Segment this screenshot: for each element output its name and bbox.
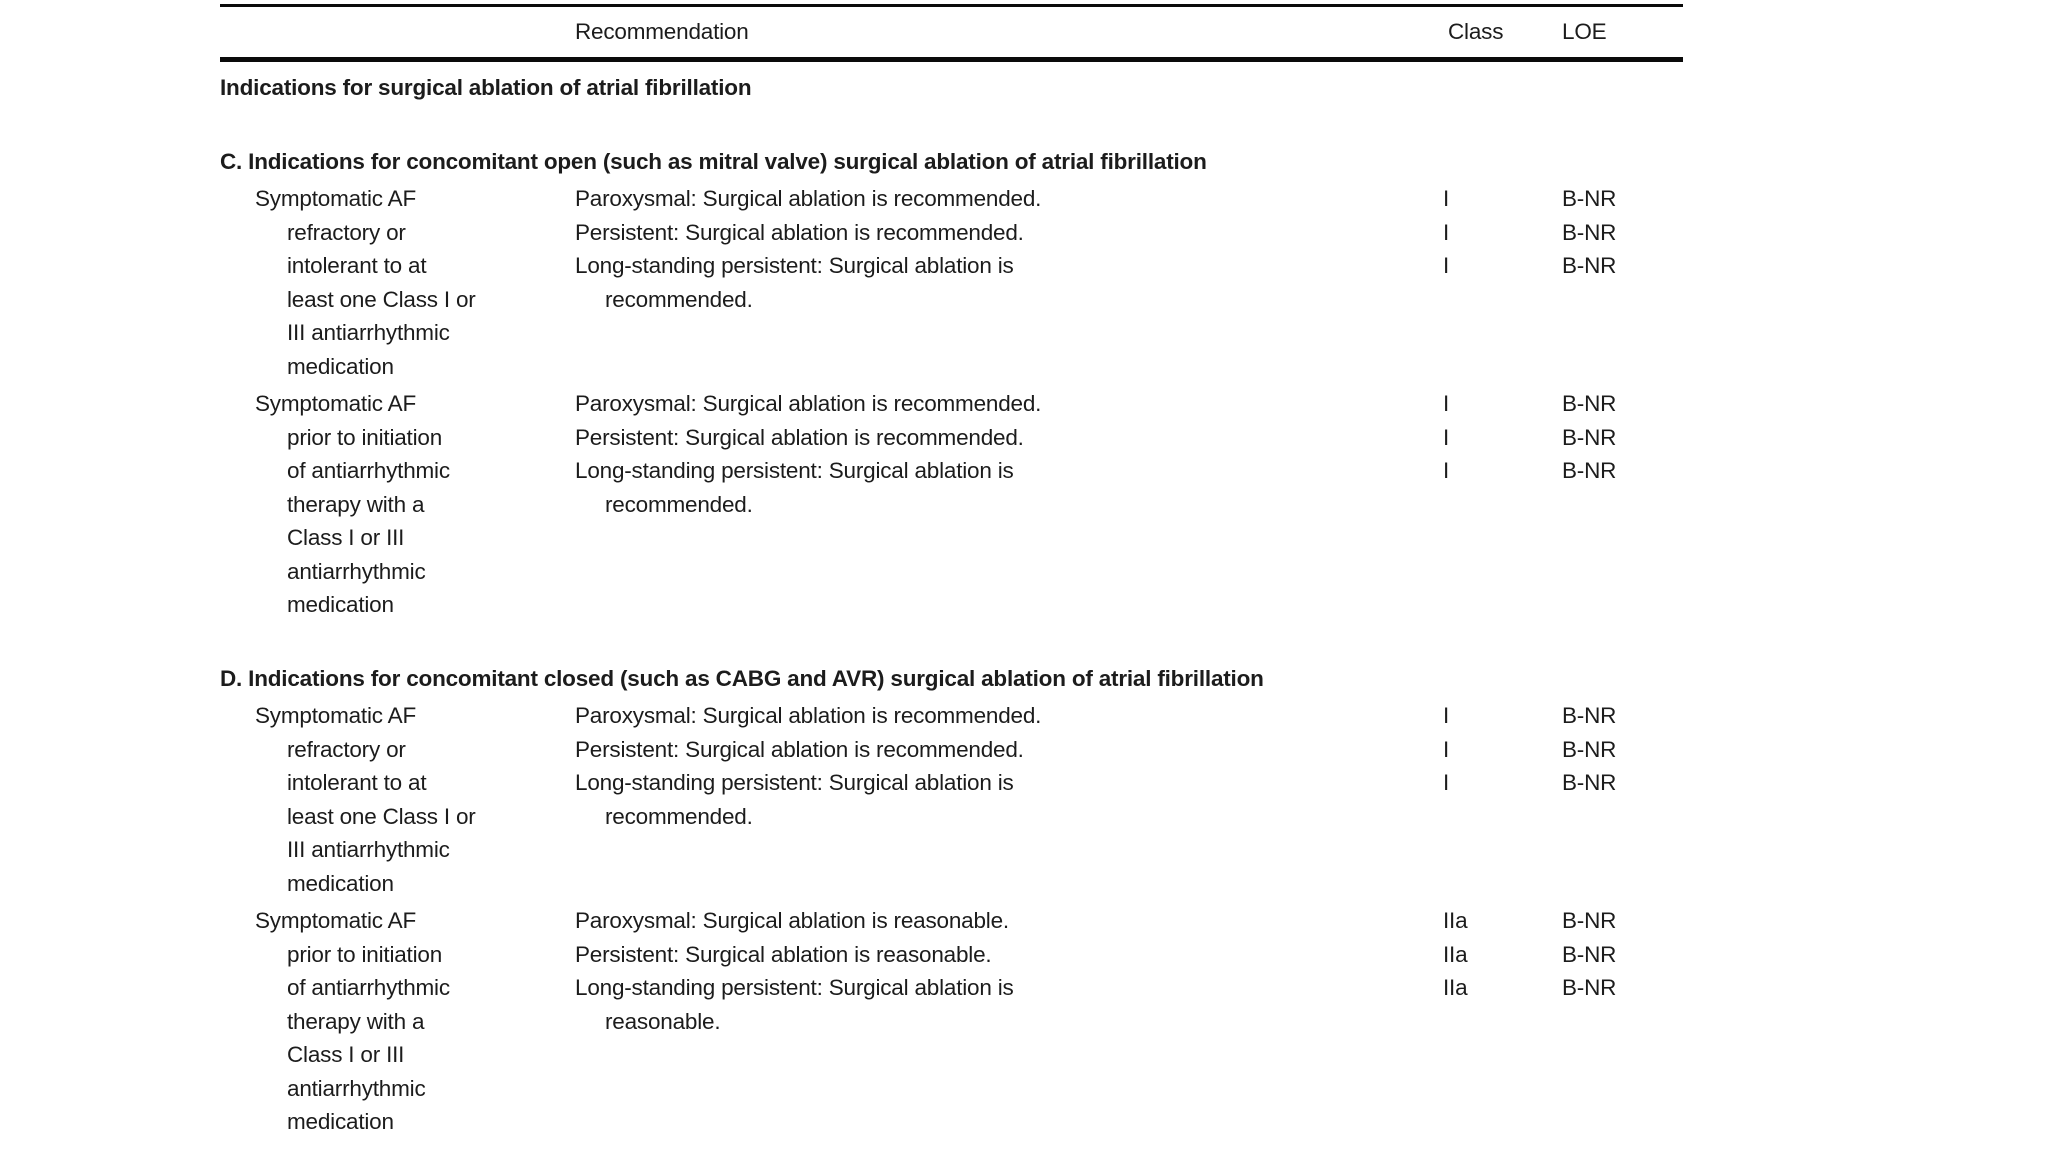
- recommendation-text: Long-standing persistent: Surgical ablat…: [575, 975, 1014, 1034]
- table-row: Symptomatic AF refractory or intolerant …: [220, 699, 1683, 900]
- class-value: IIa: [1443, 941, 1468, 967]
- indication-cell: Symptomatic AF refractory or intolerant …: [255, 186, 476, 379]
- recommendation-entry: Paroxysmal: Surgical ablation is recomme…: [575, 699, 1683, 733]
- section-heading: D. Indications for concomitant closed (s…: [220, 665, 1264, 691]
- recommendation-entry: Long-standing persistent: Surgical ablat…: [575, 454, 1683, 521]
- class-value: I: [1443, 253, 1450, 278]
- class-value: I: [1443, 458, 1450, 483]
- indication-cell: Symptomatic AF prior to initiation of an…: [255, 908, 450, 1134]
- loe-value: B-NR: [1562, 458, 1617, 483]
- recommendation-entry: Persistent: Surgical ablation is recomme…: [575, 216, 1683, 250]
- column-header-loe: LOE: [1562, 19, 1607, 45]
- class-value: IIa: [1443, 975, 1468, 1000]
- indication-cell: Symptomatic AF refractory or intolerant …: [255, 703, 476, 896]
- loe-value: B-NR: [1562, 908, 1617, 933]
- recommendation-table: Recommendation Class LOE Indications for…: [220, 0, 1683, 1139]
- recommendation-entry: Long-standing persistent: Surgical ablat…: [575, 971, 1683, 1038]
- column-header-recommendation: Recommendation: [575, 19, 749, 45]
- loe-value: B-NR: [1562, 219, 1617, 245]
- section-rows: Symptomatic AF refractory or intolerant …: [220, 699, 1683, 1139]
- table-top-rule: [220, 4, 1683, 7]
- row-entries: Paroxysmal: Surgical ablation is recomme…: [575, 182, 1683, 316]
- table-body-sections: C. Indications for concomitant open (suc…: [220, 145, 1683, 1139]
- class-value: I: [1443, 219, 1450, 245]
- column-header-class: Class: [1448, 19, 1504, 45]
- recommendation-text: Paroxysmal: Surgical ablation is reasona…: [575, 908, 1009, 933]
- recommendation-entry: Long-standing persistent: Surgical ablat…: [575, 766, 1683, 833]
- row-entries: Paroxysmal: Surgical ablation is recomme…: [575, 387, 1683, 521]
- recommendation-text: Persistent: Surgical ablation is recomme…: [575, 219, 1024, 245]
- recommendation-text: Paroxysmal: Surgical ablation is recomme…: [575, 391, 1042, 416]
- recommendation-entry: Paroxysmal: Surgical ablation is reasona…: [575, 904, 1683, 938]
- table-row: Symptomatic AF refractory or intolerant …: [220, 182, 1683, 383]
- table-body: Indications for surgical ablation of atr…: [220, 62, 1683, 1139]
- loe-value: B-NR: [1562, 253, 1617, 278]
- class-value: I: [1443, 703, 1450, 728]
- table-row: Symptomatic AF prior to initiation of an…: [220, 387, 1683, 622]
- loe-value: B-NR: [1562, 736, 1617, 762]
- recommendation-entry: Persistent: Surgical ablation is recomme…: [575, 421, 1683, 455]
- recommendation-text: Persistent: Surgical ablation is recomme…: [575, 736, 1024, 762]
- recommendation-text: Long-standing persistent: Surgical ablat…: [575, 253, 1014, 312]
- loe-value: B-NR: [1562, 424, 1617, 450]
- recommendation-text: Persistent: Surgical ablation is reasona…: [575, 941, 992, 967]
- table-header-rule: [220, 57, 1683, 62]
- recommendation-text: Long-standing persistent: Surgical ablat…: [575, 770, 1014, 829]
- class-value: I: [1443, 391, 1450, 416]
- table-row: Symptomatic AF prior to initiation of an…: [220, 904, 1683, 1139]
- loe-value: B-NR: [1562, 770, 1617, 795]
- recommendation-entry: Persistent: Surgical ablation is recomme…: [575, 733, 1683, 767]
- recommendation-text: Paroxysmal: Surgical ablation is recomme…: [575, 186, 1042, 211]
- indication-cell: Symptomatic AF prior to initiation of an…: [255, 391, 450, 617]
- table-title: Indications for surgical ablation of atr…: [220, 75, 752, 100]
- loe-value: B-NR: [1562, 391, 1617, 416]
- loe-value: B-NR: [1562, 975, 1617, 1000]
- table-section: C. Indications for concomitant open (suc…: [220, 145, 1683, 622]
- section-rows: Symptomatic AF refractory or intolerant …: [220, 182, 1683, 622]
- section-heading: C. Indications for concomitant open (suc…: [220, 148, 1207, 174]
- recommendation-entry: Paroxysmal: Surgical ablation is recomme…: [575, 182, 1683, 216]
- recommendation-text: Long-standing persistent: Surgical ablat…: [575, 458, 1014, 517]
- class-value: I: [1443, 736, 1450, 762]
- loe-value: B-NR: [1562, 703, 1617, 728]
- recommendation-text: Persistent: Surgical ablation is recomme…: [575, 424, 1024, 450]
- class-value: I: [1443, 186, 1450, 211]
- recommendation-text: Paroxysmal: Surgical ablation is recomme…: [575, 703, 1042, 728]
- table-section: D. Indications for concomitant closed (s…: [220, 662, 1683, 1139]
- loe-value: B-NR: [1562, 186, 1617, 211]
- recommendation-entry: Paroxysmal: Surgical ablation is recomme…: [575, 387, 1683, 421]
- class-value: IIa: [1443, 908, 1468, 933]
- recommendation-entry: Long-standing persistent: Surgical ablat…: [575, 249, 1683, 316]
- loe-value: B-NR: [1562, 941, 1617, 967]
- class-value: I: [1443, 770, 1450, 795]
- row-entries: Paroxysmal: Surgical ablation is recomme…: [575, 699, 1683, 833]
- table-header-row: Recommendation Class LOE: [220, 7, 1683, 57]
- row-entries: Paroxysmal: Surgical ablation is reasona…: [575, 904, 1683, 1038]
- class-value: I: [1443, 424, 1450, 450]
- recommendation-entry: Persistent: Surgical ablation is reasona…: [575, 938, 1683, 972]
